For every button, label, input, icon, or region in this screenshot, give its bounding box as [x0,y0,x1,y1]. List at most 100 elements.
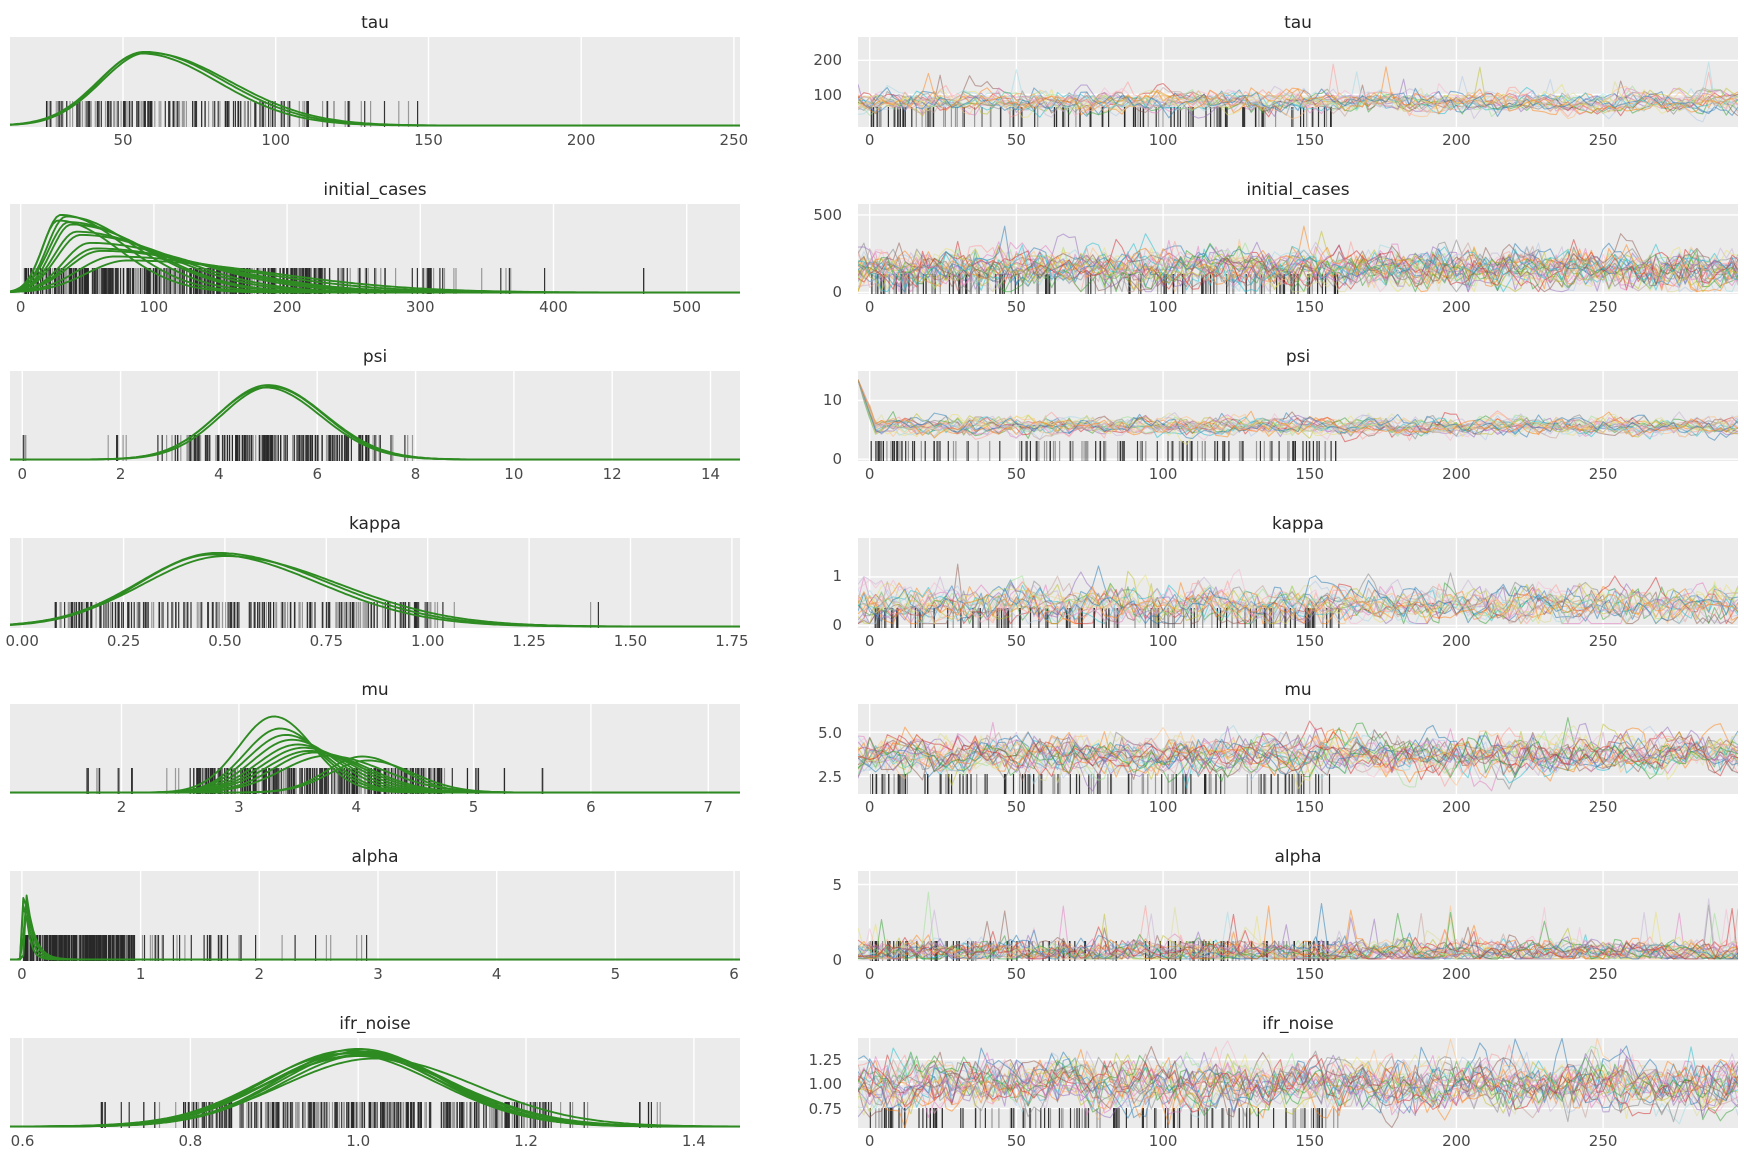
x-tick-label: 4 [214,464,224,483]
trace-panel-mu: mu 2.5 5.0 0 50 100 150 200 250 [760,667,1744,834]
x-tick-label: 50 [1006,798,1026,817]
x-tick-label: 250 [1588,1132,1618,1151]
y-tick-label: 1.00 [808,1075,842,1094]
trace-title-alpha: alpha [1274,847,1322,868]
x-tick-label: 50 [1006,297,1026,316]
x-tick-label: 150 [1295,464,1325,483]
x-tick-label: 8 [410,464,421,483]
trace-plot-area: 0 10 [823,370,1738,468]
x-tick-label: 200 [1442,131,1471,149]
trace-xaxis-alpha: 0 50 100 150 200 250 [858,961,1738,988]
trace-plot-ifr_noise [858,1038,1738,1129]
kde-plot-kappa [10,537,740,628]
y-tick-label: 0 [832,449,842,468]
kde-xaxis-alpha: 0 1 2 3 4 5 6 [10,961,740,988]
x-tick-label: 12 [602,464,622,483]
x-tick-label: 50 [1006,1132,1026,1151]
x-tick-label: 0 [17,965,27,984]
x-tick-label: 1.0 [346,1132,371,1151]
kde-xaxis-ifr_noise: 0.6 0.8 1.0 1.2 1.4 [10,1128,740,1155]
trace-panel-psi: psi 0 10 0 50 100 150 200 250 [760,334,1744,501]
trace-title-initial_cases: initial_cases [1246,179,1350,200]
x-tick-label: 150 [1295,631,1325,650]
trace-xaxis-mu: 0 50 100 150 200 250 [858,794,1738,821]
trace-plot-initial_cases [858,203,1738,294]
x-tick-label: 200 [272,297,302,316]
kde-panel-alpha: alpha 0 1 2 3 4 5 6 [0,834,760,1001]
x-tick-label: 250 [1588,464,1618,483]
x-tick-label: 1.00 [411,631,445,650]
kde-plot-area [10,203,740,294]
y-tick-label: 1.25 [808,1050,842,1069]
trace-plot-mu [858,704,1738,795]
trace-xaxis-initial_cases: 0 50 100 150 200 250 [858,294,1738,321]
x-tick-label: 100 [1148,131,1178,149]
x-tick-label: 1.4 [681,1132,706,1151]
x-tick-label: 200 [1442,1132,1471,1151]
kde-plot-area [10,537,740,628]
trace-plot-area: 0 500 [813,203,1738,301]
trace-panel-alpha: alpha 0 5 0 50 100 150 200 250 [760,834,1744,1001]
y-tick-label: 0 [832,283,842,302]
trace-title-tau: tau [1284,13,1312,33]
kde-panel-kappa: kappa 0.00 0.25 0.50 0.75 1.00 1.25 1.50 1.75 [0,501,760,668]
x-tick-label: 150 [1295,131,1325,149]
x-tick-label: 200 [1442,464,1471,483]
kde-panel-ifr_noise: ifr_noise 0.6 0.8 1.0 1.2 1.4 [0,1001,760,1168]
trace-panel-ifr_noise: ifr_noise 0.75 1.00 1.25 0 50 100 150 200 250 [760,1001,1744,1168]
x-tick-label: 7 [703,798,714,817]
x-tick-label: 100 [139,297,169,316]
x-tick-label: 3 [373,965,383,984]
trace-xaxis-kappa: 0 50 100 150 200 250 [858,628,1738,655]
x-tick-label: 50 [1006,464,1026,483]
trace-title-kappa: kappa [1272,513,1324,534]
y-tick-label: 100 [813,85,842,104]
x-tick-label: 150 [1295,1132,1325,1151]
x-tick-label: 0.75 [309,631,343,650]
y-tick-label: 1 [832,567,842,586]
y-tick-label: 0 [832,616,842,635]
y-tick-label: 0.75 [808,1099,842,1118]
x-tick-label: 100 [1148,798,1178,817]
x-tick-label: 0.25 [106,631,141,650]
x-tick-label: 150 [1295,965,1325,984]
kde-plot-initial_cases [10,203,740,294]
kde-xaxis-tau: 50 100 150 200 250 [10,127,748,154]
x-tick-label: 250 [1588,798,1618,817]
kde-plot-area [10,37,740,127]
x-tick-label: 0 [864,131,875,149]
x-tick-label: 50 [1006,631,1026,650]
x-tick-label: 6 [312,464,323,483]
y-tick-label: 0 [832,950,842,969]
x-tick-label: 50 [113,131,133,149]
kde-xaxis-kappa: 0.00 0.25 0.50 0.75 1.00 1.25 1.50 1.75 [5,628,748,655]
trace-panel-initial_cases: initial_cases 0 500 0 50 100 150 200 250 [760,167,1744,334]
kde-title-psi: psi [362,346,388,367]
x-tick-label: 0.50 [208,631,242,650]
trace-plot-area: 2.5 5.0 [818,704,1738,795]
kde-plot-area [10,1038,740,1129]
x-tick-label: 5 [468,798,479,817]
x-tick-label: 0 [864,798,875,817]
trace-plot-area: 0.75 1.00 1.25 [809,1038,1738,1129]
y-tick-label: 5.0 [818,723,842,742]
kde-title-ifr_noise: ifr_noise [339,1014,411,1035]
y-axis-labels: 2.5 5.0 [766,704,850,794]
kde-plot-alpha [10,871,740,962]
y-axis-labels: 0 500 [766,204,850,302]
x-tick-label: 5 [610,965,621,984]
kde-plot-area [10,704,740,795]
x-tick-label: 250 [1588,631,1618,650]
kde-panel-psi: psi 0 2 4 6 8 10 12 14 [0,334,760,501]
trace-title-ifr_noise: ifr_noise [1262,1014,1334,1035]
x-tick-label: 100 [1148,965,1178,984]
x-tick-label: 150 [1295,798,1325,817]
trace-panel-tau: tau 100 200 0 50 100 150 200 250 [760,0,1744,167]
x-tick-label: 2 [115,464,126,483]
x-tick-label: 0.00 [5,631,39,650]
x-tick-label: 500 [672,297,702,316]
trace-plot-area: 100 200 [813,37,1738,127]
